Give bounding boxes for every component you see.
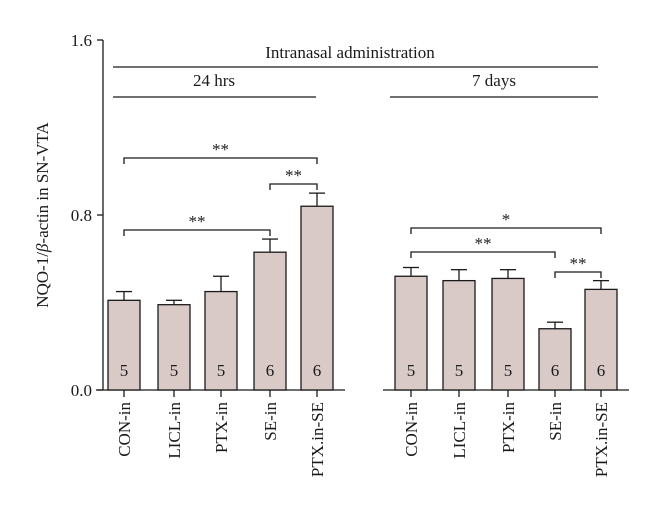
significance-label: ** [570, 254, 587, 273]
y-tick-label: 1.6 [71, 31, 92, 50]
axes: 0.0 0.8 1.6 CON-in LICL-in PTX-in SE-in PTX.in-… [71, 31, 629, 477]
significance-label: ** [285, 166, 302, 185]
n-label: 5 [120, 361, 129, 380]
bars: 5 5 5 6 6 5 5 5 6 6 [107, 192, 618, 391]
x-tick-label: SE-in [546, 402, 565, 441]
n-label: 5 [217, 361, 226, 380]
x-tick-label: SE-in [261, 402, 280, 441]
header-label: Intranasal administration [265, 43, 435, 62]
y-axis-label-part: NQO-1/ [33, 252, 52, 308]
significance-label: ** [475, 234, 492, 253]
significance-label: * [502, 210, 511, 229]
n-label: 6 [313, 361, 322, 380]
x-tick-label: LICL-in [165, 402, 184, 459]
x-tick-label: CON-in [115, 402, 134, 457]
significance-label: ** [212, 140, 229, 159]
x-tick-label: PTX.in-SE [592, 402, 611, 477]
y-axis-label-part: -actin in SN-VTA [33, 121, 52, 243]
significance-bracket [554, 271, 602, 278]
n-label: 5 [407, 361, 416, 380]
n-label: 5 [455, 361, 464, 380]
n-label: 6 [266, 361, 275, 380]
annotations: Intranasal administration 24 hrs ** ** ** 7 d… [113, 43, 602, 278]
significance-bracket [123, 229, 271, 236]
group-label: 24 hrs [193, 71, 235, 90]
y-axis-label: NQO-1/β-actin in SN-VTA [33, 121, 52, 307]
bar [442, 279, 476, 391]
n-label: 5 [170, 361, 179, 380]
significance-bracket [410, 251, 556, 258]
n-label: 6 [597, 361, 606, 380]
x-tick-label: CON-in [402, 402, 421, 457]
bar [538, 328, 572, 391]
n-label: 6 [551, 361, 560, 380]
significance-bracket [123, 157, 318, 164]
significance-bracket [410, 227, 602, 234]
significance-label: ** [189, 212, 206, 231]
x-tick-label: PTX-in [212, 402, 231, 454]
y-tick-label: 0.0 [71, 381, 92, 400]
n-label: 5 [504, 361, 513, 380]
group-label: 7 days [472, 71, 516, 90]
x-tick-label: PTX-in [499, 402, 518, 454]
bar [394, 275, 428, 391]
significance-bracket [269, 183, 318, 190]
x-tick-label: LICL-in [450, 402, 469, 459]
bar [204, 290, 238, 391]
bar [107, 299, 141, 391]
x-tick-label: PTX.in-SE [308, 402, 327, 477]
y-tick-label: 0.8 [71, 206, 92, 225]
y-axis-label-part: β [33, 243, 52, 253]
